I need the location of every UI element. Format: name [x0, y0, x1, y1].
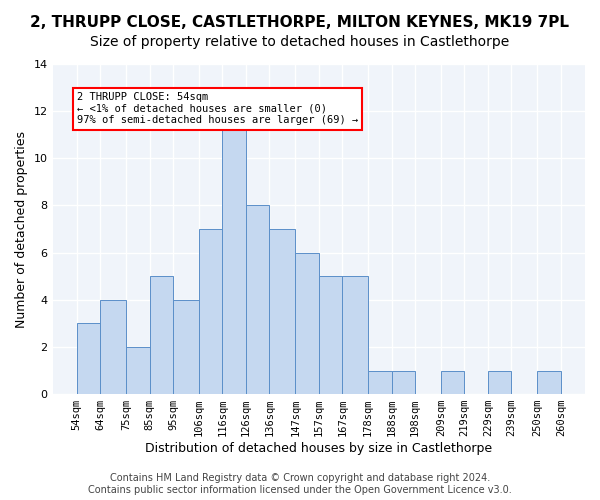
Text: Size of property relative to detached houses in Castlethorpe: Size of property relative to detached ho… [91, 35, 509, 49]
Bar [295, 252, 319, 394]
Bar [537, 370, 561, 394]
Bar [392, 370, 415, 394]
Bar [488, 370, 511, 394]
Y-axis label: Number of detached properties: Number of detached properties [15, 130, 28, 328]
Bar [441, 370, 464, 394]
Bar [77, 324, 100, 394]
Bar [246, 206, 269, 394]
Bar [149, 276, 173, 394]
Text: 2, THRUPP CLOSE, CASTLETHORPE, MILTON KEYNES, MK19 7PL: 2, THRUPP CLOSE, CASTLETHORPE, MILTON KE… [31, 15, 569, 30]
Bar [319, 276, 342, 394]
Bar [223, 111, 246, 394]
Text: Contains HM Land Registry data © Crown copyright and database right 2024.
Contai: Contains HM Land Registry data © Crown c… [88, 474, 512, 495]
Bar [100, 300, 126, 394]
Text: 2 THRUPP CLOSE: 54sqm
← <1% of detached houses are smaller (0)
97% of semi-detac: 2 THRUPP CLOSE: 54sqm ← <1% of detached … [77, 92, 358, 126]
Bar [199, 229, 223, 394]
Bar [126, 347, 149, 394]
Bar [269, 229, 295, 394]
Bar [173, 300, 199, 394]
Bar [342, 276, 368, 394]
X-axis label: Distribution of detached houses by size in Castlethorpe: Distribution of detached houses by size … [145, 442, 493, 455]
Bar [368, 370, 392, 394]
